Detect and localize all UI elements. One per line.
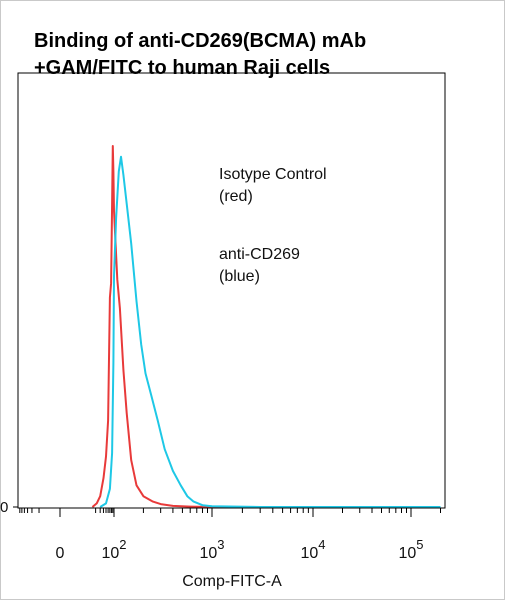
x-tick-label: 105: [398, 537, 423, 562]
series-line-anti-cd269: [99, 155, 441, 508]
legend-isotype-line-1: Isotype Control: [219, 166, 327, 183]
x-tick-label: 102: [101, 537, 126, 562]
x-tick-label: 103: [199, 537, 224, 562]
x-tick-label: 104: [300, 537, 325, 562]
legend-isotype-line-2: (red): [219, 188, 253, 205]
series-line-isotype-control: [91, 145, 441, 508]
legend-anti-cd269-line-1: anti-CD269: [219, 246, 300, 263]
legend-anti-cd269-line-2: (blue): [219, 268, 260, 285]
x-axis-label: Comp-FITC-A: [182, 573, 282, 590]
plot-frame: [17, 72, 446, 509]
legend-anti-cd269: anti-CD269 (blue): [219, 244, 300, 288]
legend-isotype-control: Isotype Control (red): [219, 164, 327, 208]
y-tick-label-zero: 0: [0, 499, 8, 516]
x-tick-label: 0: [56, 545, 65, 562]
chart-title-line-1: Binding of anti-CD269(BCMA) mAb: [34, 30, 367, 52]
